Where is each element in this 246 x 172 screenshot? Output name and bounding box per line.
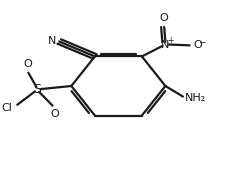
Text: Cl: Cl xyxy=(1,103,12,113)
Text: O: O xyxy=(160,13,169,23)
Text: +: + xyxy=(167,36,173,45)
Text: O: O xyxy=(50,109,59,119)
Text: N: N xyxy=(48,36,56,46)
Text: S: S xyxy=(33,83,41,96)
Text: O: O xyxy=(23,59,32,69)
Text: O: O xyxy=(193,40,202,50)
Text: −: − xyxy=(198,37,206,46)
Text: N: N xyxy=(161,40,169,50)
Text: NH₂: NH₂ xyxy=(185,93,207,103)
